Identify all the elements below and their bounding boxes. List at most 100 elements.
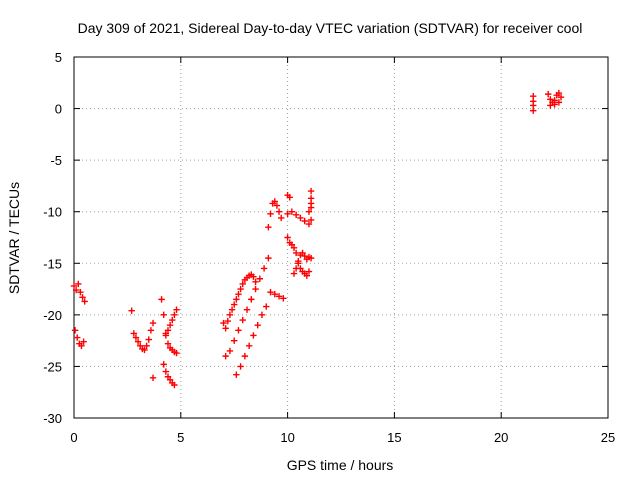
data-point xyxy=(233,296,240,303)
data-point xyxy=(80,338,87,345)
data-point xyxy=(267,288,274,296)
data-point xyxy=(284,234,291,241)
x-axis-label: GPS time / hours xyxy=(287,457,394,473)
data-point xyxy=(164,327,172,334)
data-point xyxy=(265,223,272,231)
data-point xyxy=(305,208,313,215)
x-tick-label: 10 xyxy=(280,430,294,445)
data-point xyxy=(275,293,283,300)
data-point xyxy=(173,306,180,313)
data-point xyxy=(277,214,285,222)
data-point xyxy=(162,332,170,339)
data-point xyxy=(288,208,296,215)
y-tick-label: -5 xyxy=(50,153,62,168)
data-point xyxy=(245,342,253,349)
y-tick-label: -20 xyxy=(43,308,62,323)
data-point xyxy=(286,194,293,201)
data-point xyxy=(307,187,315,195)
data-point xyxy=(305,268,313,275)
data-point xyxy=(166,321,174,329)
data-point xyxy=(295,258,302,265)
y-tick-label: -15 xyxy=(43,256,62,271)
data-point xyxy=(134,338,142,345)
data-point xyxy=(222,325,229,332)
y-tick-label: 5 xyxy=(55,50,62,65)
grid-lines xyxy=(74,57,608,418)
x-tick-label: 25 xyxy=(601,430,615,445)
x-tick-labels: 0 5 10 15 20 25 xyxy=(70,430,615,445)
data-point xyxy=(248,296,255,303)
y-axis-label: SDTVAR / TECUs xyxy=(6,182,22,294)
data-point xyxy=(256,275,264,282)
data-point xyxy=(254,321,261,329)
data-point xyxy=(301,217,308,225)
data-point xyxy=(252,285,259,293)
data-point xyxy=(241,352,249,360)
x-tick-label: 20 xyxy=(494,430,508,445)
data-point xyxy=(145,336,152,343)
plot-frame xyxy=(73,56,609,419)
data-point xyxy=(280,295,287,302)
y-tick-labels: 5 0 -5 -10 -15 -20 -25 -30 xyxy=(43,50,62,426)
x-tick-label: 0 xyxy=(70,430,77,445)
data-point xyxy=(79,294,86,301)
y-tick-label: -10 xyxy=(43,205,62,220)
y-tick-label: 0 xyxy=(55,102,62,117)
data-point xyxy=(231,301,238,308)
tick-marks xyxy=(73,56,609,419)
data-point xyxy=(75,280,82,288)
data-point xyxy=(222,352,229,360)
x-tick-label: 15 xyxy=(387,430,401,445)
data-point xyxy=(292,249,300,257)
data-point xyxy=(70,282,78,290)
data-point xyxy=(220,319,227,327)
data-point xyxy=(149,319,157,327)
data-points xyxy=(70,89,565,389)
data-point xyxy=(171,381,178,389)
data-point xyxy=(284,210,291,217)
x-tick-label: 5 xyxy=(177,430,184,445)
data-point xyxy=(171,311,178,319)
data-point xyxy=(250,332,257,339)
data-point xyxy=(307,195,315,202)
y-tick-label: -30 xyxy=(43,411,62,426)
data-point xyxy=(305,253,313,261)
data-point xyxy=(228,306,236,313)
data-point xyxy=(551,101,558,108)
data-point xyxy=(303,272,311,279)
data-point xyxy=(290,244,298,252)
data-point xyxy=(307,216,315,224)
data-point xyxy=(147,327,155,334)
data-point xyxy=(224,317,231,325)
data-point xyxy=(252,278,259,286)
data-point xyxy=(292,211,300,219)
data-point xyxy=(169,316,176,324)
data-point xyxy=(233,371,240,378)
data-point xyxy=(132,334,140,341)
chart-title: Day 309 of 2021, Sidereal Day-to-day VTE… xyxy=(78,20,583,36)
data-point xyxy=(250,273,257,280)
data-point xyxy=(297,214,304,222)
data-point xyxy=(555,99,563,106)
data-point xyxy=(239,316,246,324)
data-point xyxy=(265,254,272,262)
data-point xyxy=(231,337,238,344)
data-point xyxy=(128,307,135,314)
data-point xyxy=(237,285,244,293)
data-point xyxy=(78,342,85,349)
y-tick-label: -25 xyxy=(43,359,62,374)
data-point xyxy=(160,361,167,368)
data-point xyxy=(235,291,242,298)
data-point xyxy=(557,94,565,101)
data-point xyxy=(74,334,81,341)
data-point xyxy=(235,327,242,334)
data-point xyxy=(130,330,138,337)
data-point xyxy=(72,286,80,294)
data-point xyxy=(160,311,167,319)
data-point xyxy=(290,270,298,277)
data-point xyxy=(243,306,251,313)
data-point xyxy=(81,298,88,305)
data-point xyxy=(267,210,274,217)
data-point xyxy=(305,220,313,228)
